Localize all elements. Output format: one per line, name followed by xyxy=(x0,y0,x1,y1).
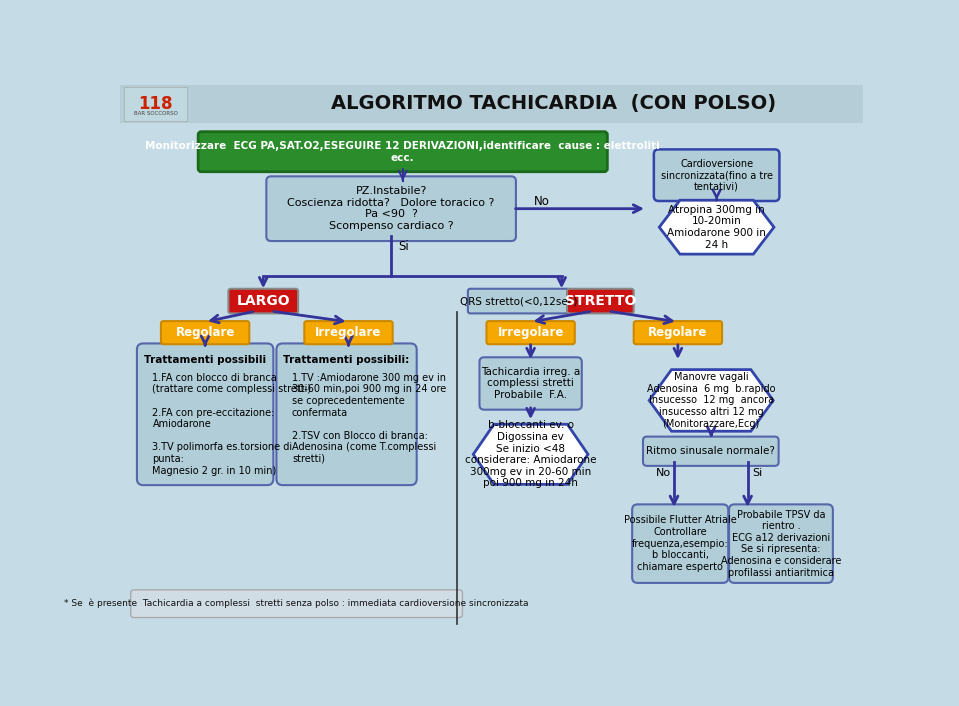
FancyBboxPatch shape xyxy=(228,289,298,313)
FancyBboxPatch shape xyxy=(634,321,722,345)
FancyBboxPatch shape xyxy=(267,176,516,241)
FancyBboxPatch shape xyxy=(654,150,780,201)
Text: 1.TV :Amiodarone 300 mg ev in
30-60 min,poi 900 mg in 24 ore
se coprecedentement: 1.TV :Amiodarone 300 mg ev in 30-60 min,… xyxy=(292,373,446,464)
FancyBboxPatch shape xyxy=(468,289,571,313)
Text: Manovre vagali
Adenosina  6 mg  b.rapido
Insucesso  12 mg  ancora
insucesso altr: Manovre vagali Adenosina 6 mg b.rapido I… xyxy=(647,372,776,429)
FancyBboxPatch shape xyxy=(643,436,779,466)
FancyBboxPatch shape xyxy=(276,343,417,485)
Text: Si: Si xyxy=(398,240,409,253)
Text: Trattamenti possibili: Trattamenti possibili xyxy=(144,355,267,366)
FancyBboxPatch shape xyxy=(567,289,634,313)
FancyBboxPatch shape xyxy=(486,321,574,345)
FancyBboxPatch shape xyxy=(632,504,728,583)
Text: STRETTO: STRETTO xyxy=(565,294,636,308)
Text: Si: Si xyxy=(753,468,762,478)
FancyBboxPatch shape xyxy=(137,343,273,485)
FancyBboxPatch shape xyxy=(729,504,832,583)
Text: BAR SOCCORSO: BAR SOCCORSO xyxy=(133,112,177,116)
FancyBboxPatch shape xyxy=(120,85,863,124)
Text: Ritmo sinusale normale?: Ritmo sinusale normale? xyxy=(646,446,775,456)
FancyBboxPatch shape xyxy=(480,357,582,409)
FancyBboxPatch shape xyxy=(161,321,249,345)
Polygon shape xyxy=(659,201,774,254)
Text: LARGO: LARGO xyxy=(237,294,290,308)
Text: ALGORITMO TACHICARDIA  (CON POLSO): ALGORITMO TACHICARDIA (CON POLSO) xyxy=(331,95,777,114)
Text: Monitorizzare  ECG PA,SAT.O2,ESEGUIRE 12 DERIVAZIONI,identificare  cause : elett: Monitorizzare ECG PA,SAT.O2,ESEGUIRE 12 … xyxy=(146,141,660,162)
Text: Probabile TPSV da
rientro .
ECG a12 derivazioni
Se si ripresenta:
Adenosina e co: Probabile TPSV da rientro . ECG a12 deri… xyxy=(721,510,841,578)
FancyBboxPatch shape xyxy=(124,87,187,121)
Polygon shape xyxy=(474,424,588,484)
Text: No: No xyxy=(656,468,671,478)
Text: 1.FA con blocco di branca
(trattare come complessi stretti)

2.FA con pre-eccita: 1.FA con blocco di branca (trattare come… xyxy=(152,373,312,476)
Text: Regolare: Regolare xyxy=(648,326,708,339)
Text: Possibile Flutter Atriale
Controllare
frequenza,esempio:
b bloccanti,
chiamare e: Possibile Flutter Atriale Controllare fr… xyxy=(623,515,737,572)
Text: QRS stretto(<0,12sec): QRS stretto(<0,12sec) xyxy=(460,296,577,306)
FancyBboxPatch shape xyxy=(304,321,392,345)
Text: Cardioversione
sincronizzata(fino a tre
tentativi): Cardioversione sincronizzata(fino a tre … xyxy=(661,159,773,192)
Text: Regolare: Regolare xyxy=(175,326,235,339)
FancyBboxPatch shape xyxy=(199,132,607,172)
Text: b-bloccanti ev. o
Digossina ev
Se inizio <48
considerare: Amiodarone
300mg ev in: b-bloccanti ev. o Digossina ev Se inizio… xyxy=(465,420,596,489)
Text: Tachicardia irreg. a
complessi stretti
Probabile  F.A.: Tachicardia irreg. a complessi stretti P… xyxy=(481,367,580,400)
Text: Irregolare: Irregolare xyxy=(316,326,382,339)
Polygon shape xyxy=(649,370,773,431)
Text: * Se  è presente  Tachicardia a complessi  stretti senza polso : immediata cardi: * Se è presente Tachicardia a complessi … xyxy=(64,599,528,609)
Text: PZ.Instabile?
Coscienza ridotta?   Dolore toracico ?
Pa <90  ?
Scompenso cardiac: PZ.Instabile? Coscienza ridotta? Dolore … xyxy=(288,186,495,231)
Text: No: No xyxy=(534,196,550,208)
Text: Atropina 300mg in
10-20min
Amiodarone 900 in
24 h: Atropina 300mg in 10-20min Amiodarone 90… xyxy=(667,205,766,249)
Text: 118: 118 xyxy=(138,95,173,113)
Text: Trattamenti possibili:: Trattamenti possibili: xyxy=(284,355,409,366)
Text: Irregolare: Irregolare xyxy=(498,326,564,339)
FancyBboxPatch shape xyxy=(130,590,462,618)
